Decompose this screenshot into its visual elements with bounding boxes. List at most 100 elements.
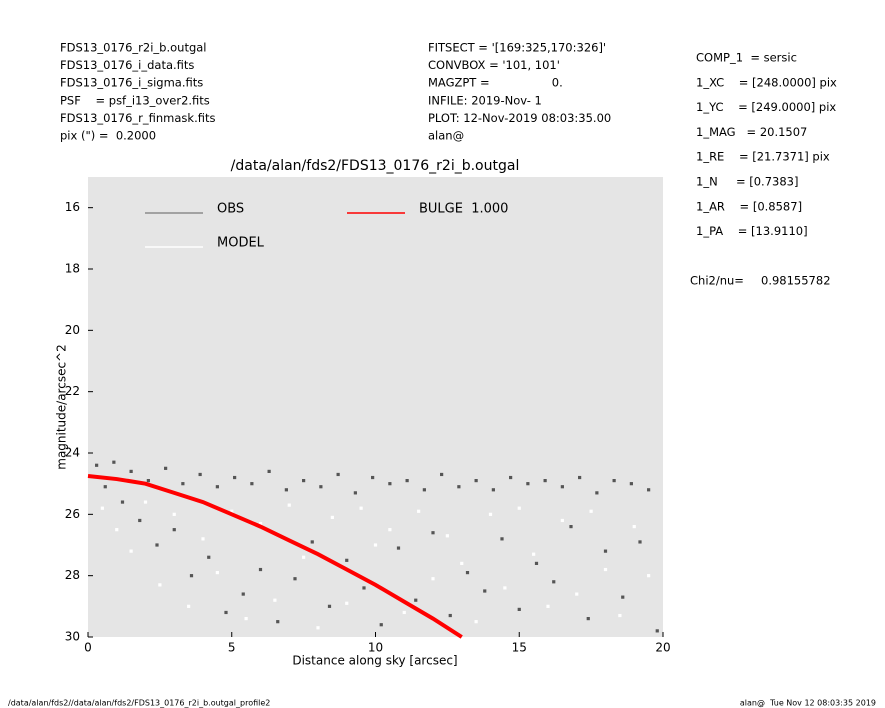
y-axis-label: magnitude/arcsec^2 [55,344,69,470]
data-point [129,549,133,553]
chart-title: /data/alan/fds2/FDS13_0176_r2i_b.outgal [231,158,520,174]
header-middle-line: PLOT: 12-Nov-2019 08:03:35.00 [428,111,611,125]
x-tick-label: 20 [655,641,670,655]
data-point [115,528,119,532]
data-point [603,549,608,553]
data-point [632,525,636,529]
header-left-line: PSF = psf_i13_over2.fits [60,93,210,107]
data-point [230,509,234,513]
data-point [143,500,148,504]
y-tick-label: 24 [65,446,80,460]
data-point [345,558,349,562]
data-point [388,482,392,486]
y-tick-label: 22 [65,384,80,398]
data-point [293,577,297,581]
param-line: 1_YC = [249.0000] pix [696,100,836,114]
data-point [129,469,133,473]
data-point [569,525,573,529]
data-point [198,472,202,477]
data-point [345,601,349,605]
plot-area [88,177,663,637]
data-point [316,626,320,630]
data-point [146,479,150,483]
data-point [431,531,435,535]
data-point [138,518,142,523]
data-point [560,485,564,489]
data-point [302,555,306,559]
data-point [647,488,651,492]
legend-label: MODEL [217,236,265,251]
data-point [224,610,228,615]
header-left-line: FDS13_0176_i_sigma.fits [60,76,203,90]
header-middle-line: CONVBOX = '101, 101' [428,58,560,72]
header-left-line: FDS13_0176_r2i_b.outgal [60,41,207,55]
data-point [120,500,125,504]
data-point [595,491,599,495]
data-point [233,475,237,480]
data-point [100,506,104,510]
data-point [543,479,547,483]
y-tick-label: 16 [65,200,80,214]
data-point [258,567,263,572]
param-line: 1_MAG = 20.1507 [696,125,807,139]
data-point [560,518,564,523]
data-point [517,506,521,510]
data-point [638,540,642,544]
data-point [586,617,590,621]
data-point [258,521,263,526]
param-line: 1_XC = [248.0000] pix [696,75,837,89]
data-point [189,574,194,578]
data-point [215,571,219,575]
data-point [287,503,291,507]
data-point [201,537,205,541]
header-left-line: FDS13_0176_i_data.fits [60,58,194,72]
param-line: 1_AR = [0.8587] [696,199,802,213]
data-point [488,512,493,516]
param-line: 1_RE = [21.7371] pix [696,150,830,164]
data-point [621,595,625,599]
data-point [371,475,375,480]
data-point [534,561,539,565]
data-point [612,479,616,483]
data-point [172,528,176,532]
data-point [327,604,332,608]
data-point [103,485,107,489]
param-line: 1_N = [0.7383] [696,175,798,189]
data-point [457,485,461,489]
data-point [388,528,392,532]
x-tick-label: 15 [512,641,527,655]
x-tick-label: 0 [84,641,92,655]
data-point [402,610,406,615]
data-point [362,586,366,590]
data-point [244,617,248,621]
param-line: 1_PA = [13.9110] [696,224,808,238]
data-point [273,598,277,602]
data-point [618,613,622,618]
data-point [155,543,159,547]
data-point [172,512,176,516]
data-point [465,571,470,575]
data-point [460,561,464,565]
y-tick-label: 20 [65,323,80,337]
y-tick-label: 26 [65,507,80,521]
data-point [330,515,334,519]
footer-left: /data/alan/fds2//data/alan/fds2/FDS13_01… [8,699,270,708]
data-point [445,534,449,538]
data-point [603,567,608,572]
data-point [379,623,383,627]
param-line: COMP_1 = sersic [696,51,797,65]
data-point [578,475,582,480]
x-tick-label: 10 [368,641,383,655]
data-point [517,607,521,611]
data-point [336,472,340,477]
data-point [474,479,478,483]
data-point [532,552,536,556]
data-point [405,479,409,483]
data-point [503,586,507,590]
data-point [112,460,116,464]
y-tick-label: 28 [65,568,80,582]
header-middle-line: MAGZPT = 0. [428,76,563,90]
header-left-line: pix (") = 0.2000 [60,129,156,143]
data-point [629,482,633,486]
